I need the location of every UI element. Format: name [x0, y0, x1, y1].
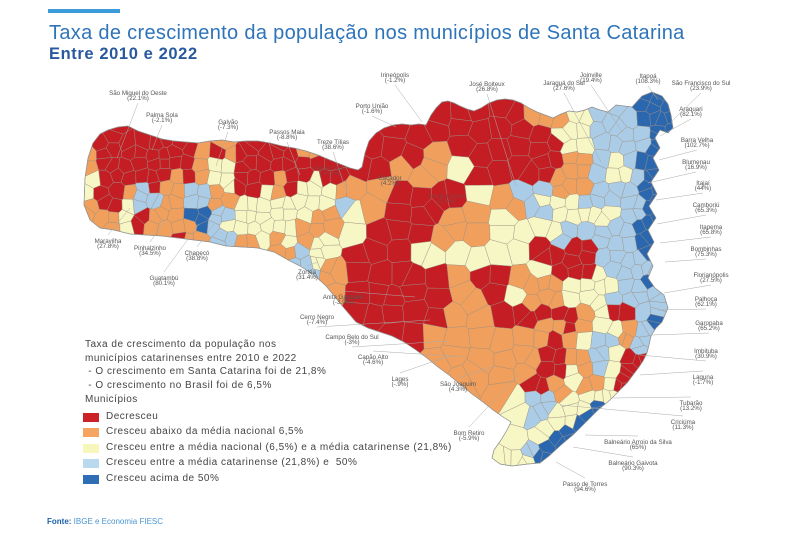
svg-text:Itajaí: Itajaí	[696, 180, 710, 187]
svg-text:(65.8%): (65.8%)	[700, 229, 722, 236]
svg-text:(23.9%): (23.9%)	[690, 85, 712, 92]
svg-text:Florianópolis: Florianópolis	[693, 272, 728, 279]
svg-text:Itapema: Itapema	[700, 224, 723, 231]
svg-text:(82.1%): (82.1%)	[680, 111, 702, 118]
svg-text:Guatambú: Guatambú	[150, 275, 179, 282]
svg-text:(-4.1%): (-4.1%)	[320, 170, 340, 177]
svg-text:(-.9%): (-.9%)	[392, 381, 409, 388]
svg-text:Irineópolis: Irineópolis	[381, 72, 409, 79]
svg-text:(16.9%): (16.9%)	[685, 164, 707, 171]
svg-text:(-3%): (-3%)	[344, 339, 359, 346]
svg-text:Araquari: Araquari	[679, 106, 702, 113]
svg-text:Treze Tílias: Treze Tílias	[317, 139, 349, 146]
svg-text:(1.5%): (1.5%)	[438, 198, 456, 205]
svg-text:Criciúma: Criciúma	[671, 419, 696, 426]
svg-text:(34.5%): (34.5%)	[139, 250, 161, 257]
svg-text:Cerro Negro: Cerro Negro	[300, 314, 335, 321]
svg-text:(65.3%): (65.3%)	[695, 207, 717, 214]
svg-text:(-8.8%): (-8.8%)	[277, 134, 297, 141]
svg-text:(27.8%): (27.8%)	[97, 243, 119, 250]
svg-text:Bombinhas: Bombinhas	[691, 246, 722, 253]
svg-text:(-4.6%): (-4.6%)	[363, 359, 383, 366]
svg-text:(19.4%): (19.4%)	[580, 77, 602, 84]
svg-text:(-7.3%): (-7.3%)	[218, 124, 238, 131]
svg-text:Porto União: Porto União	[356, 103, 389, 110]
svg-text:São Joaquim: São Joaquim	[440, 381, 476, 388]
svg-text:(26.8%): (26.8%)	[476, 86, 498, 93]
svg-text:José Boiteux: José Boiteux	[469, 81, 505, 88]
svg-text:Blumenau: Blumenau	[682, 159, 710, 166]
svg-text:Balneário Arroio da Silva: Balneário Arroio da Silva	[604, 439, 672, 446]
svg-text:(80.1%): (80.1%)	[153, 280, 175, 287]
svg-text:(11.3%): (11.3%)	[672, 424, 693, 431]
svg-text:São Miguel do Oeste: São Miguel do Oeste	[109, 90, 167, 97]
svg-text:Santa Cecília: Santa Cecília	[429, 193, 466, 200]
svg-text:(-7.4%): (-7.4%)	[307, 319, 327, 326]
svg-text:(27.6%): (27.6%)	[553, 85, 575, 92]
svg-text:Palhoça: Palhoça	[695, 296, 718, 303]
svg-text:Camboriú: Camboriú	[693, 202, 720, 209]
svg-text:Joinville: Joinville	[580, 72, 603, 79]
svg-text:(90.3%): (90.3%)	[622, 465, 644, 472]
svg-text:(13.2%): (13.2%)	[680, 405, 702, 412]
svg-text:Itapoá: Itapoá	[639, 73, 657, 80]
svg-text:Laguna: Laguna	[693, 374, 714, 381]
svg-text:(4.2%): (4.2%)	[381, 180, 399, 187]
svg-text:Passo de Torres: Passo de Torres	[563, 481, 608, 488]
svg-text:Palma Sola: Palma Sola	[146, 112, 178, 119]
svg-text:(38.8%): (38.8%)	[186, 255, 208, 262]
svg-text:(65%): (65%)	[630, 444, 647, 451]
svg-text:(27.5%): (27.5%)	[700, 277, 722, 284]
svg-text:Balneário Gaivota: Balneário Gaivota	[608, 460, 658, 467]
svg-text:(-1.7%): (-1.7%)	[693, 379, 713, 386]
svg-text:(75.3%): (75.3%)	[695, 251, 717, 258]
svg-text:Passos Maia: Passos Maia	[269, 129, 305, 136]
svg-text:(-3.9%): (-3.9%)	[333, 299, 353, 306]
svg-text:(108.3%): (108.3%)	[635, 78, 660, 85]
svg-text:Bom Retiro: Bom Retiro	[454, 430, 486, 437]
svg-text:(38.6%): (38.6%)	[322, 144, 344, 151]
svg-text:(4.3%): (4.3%)	[449, 386, 467, 393]
svg-text:São Francisco do Sul: São Francisco do Sul	[672, 80, 731, 87]
svg-text:(44%): (44%)	[695, 185, 712, 192]
svg-text:(-1.6%): (-1.6%)	[362, 108, 382, 115]
svg-text:(22.1%): (22.1%)	[127, 95, 149, 102]
svg-text:Chapecó: Chapecó	[185, 250, 210, 257]
svg-text:(30.9%): (30.9%)	[695, 353, 717, 360]
svg-text:Garopaba: Garopaba	[695, 320, 723, 327]
svg-text:Anita Garibaldi: Anita Garibaldi	[323, 294, 364, 301]
svg-text:Campo Belo do Sul: Campo Belo do Sul	[325, 334, 378, 341]
svg-text:(-1.2%): (-1.2%)	[385, 77, 405, 84]
svg-text:Lages: Lages	[392, 376, 409, 383]
svg-text:(-2.1%): (-2.1%)	[152, 117, 172, 124]
svg-text:Zortéa: Zortéa	[298, 269, 316, 276]
svg-text:Galvão: Galvão	[218, 119, 238, 126]
svg-text:(-5.9%): (-5.9%)	[459, 435, 479, 442]
svg-text:(31.4%): (31.4%)	[296, 274, 318, 281]
svg-text:Barra Velha: Barra Velha	[681, 137, 714, 144]
svg-text:Imbituba: Imbituba	[694, 348, 718, 355]
svg-text:(62.1%): (62.1%)	[695, 301, 717, 308]
svg-text:(65.2%): (65.2%)	[698, 325, 720, 332]
svg-text:Jaraguá do Sul: Jaraguá do Sul	[543, 80, 585, 87]
svg-text:(102.7%): (102.7%)	[684, 142, 709, 149]
svg-text:Água Doce: Água Doce	[315, 165, 346, 172]
svg-text:Caçador: Caçador	[378, 175, 401, 182]
svg-text:Maravilha: Maravilha	[95, 238, 122, 245]
svg-text:Tubarão: Tubarão	[680, 400, 703, 407]
svg-text:Pinhalzinho: Pinhalzinho	[134, 245, 167, 252]
svg-text:(94.6%): (94.6%)	[574, 486, 596, 493]
svg-text:Capão Alto: Capão Alto	[358, 354, 389, 361]
